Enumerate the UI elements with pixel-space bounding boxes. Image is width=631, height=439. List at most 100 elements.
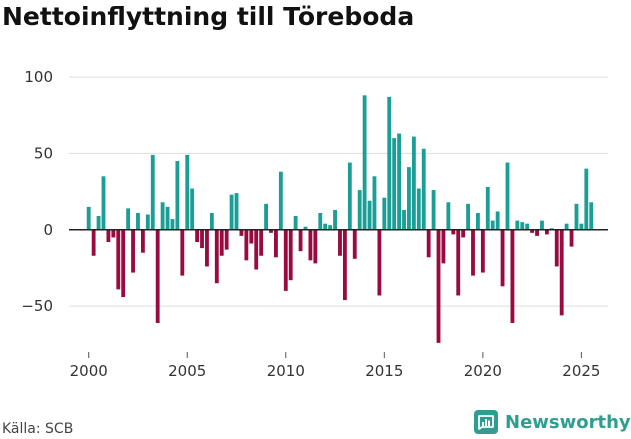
bar <box>205 229 209 267</box>
newsworthy-logo-icon <box>474 410 498 434</box>
chart-title: Nettoinflyttning till Töreboda <box>2 2 415 31</box>
bar <box>338 229 342 256</box>
bar <box>520 222 525 230</box>
bar <box>407 167 411 230</box>
bar <box>234 193 239 230</box>
bar <box>411 136 416 230</box>
bar <box>121 229 126 297</box>
bar-series <box>86 95 594 343</box>
bar <box>180 229 185 276</box>
bar <box>436 229 441 343</box>
bar <box>150 154 155 230</box>
bar <box>574 203 579 230</box>
bar <box>362 95 367 230</box>
x-tick-label: 2005 <box>168 362 206 380</box>
bar <box>515 220 520 230</box>
bar <box>259 229 264 256</box>
bar <box>490 220 495 230</box>
bar <box>283 229 288 291</box>
bar <box>367 200 372 230</box>
gridlines <box>69 76 608 307</box>
x-tick-label: 2015 <box>365 362 403 380</box>
bar <box>451 229 456 235</box>
y-tick-label: 0 <box>43 221 53 239</box>
bar <box>244 229 249 261</box>
bar <box>525 223 530 230</box>
bar <box>136 212 140 230</box>
bar <box>544 229 549 235</box>
bar <box>342 229 347 301</box>
bar <box>185 154 190 230</box>
x-axis: 2000 2005 2010 2015 2020 2025 <box>70 352 600 380</box>
brand-name: Newsworthy <box>505 411 631 433</box>
bar <box>318 212 323 230</box>
bar <box>278 171 283 230</box>
bar <box>402 209 406 230</box>
bar <box>357 190 362 230</box>
bar <box>170 219 175 230</box>
bar <box>540 220 544 230</box>
bar <box>106 229 111 242</box>
bar <box>160 202 165 230</box>
bar <box>298 229 303 252</box>
source-label: Källa: SCB <box>2 421 74 437</box>
x-tick-label: 2020 <box>464 362 502 380</box>
bar <box>397 133 402 230</box>
bar <box>288 229 293 281</box>
bar <box>377 229 382 296</box>
bar <box>219 229 224 256</box>
bar <box>480 229 485 273</box>
bar <box>229 194 234 230</box>
bar <box>96 216 101 230</box>
bar <box>323 223 328 230</box>
bar <box>293 216 298 230</box>
bar <box>214 229 219 284</box>
bar <box>579 223 584 230</box>
bar <box>530 229 535 233</box>
bar <box>584 168 589 230</box>
bar <box>426 229 431 258</box>
bar <box>165 206 170 230</box>
bar <box>308 229 313 261</box>
bar <box>200 229 204 249</box>
bar <box>352 229 357 259</box>
bar <box>476 212 480 230</box>
bar <box>387 96 392 230</box>
bar <box>569 229 574 247</box>
bar <box>431 190 436 230</box>
bar <box>333 209 337 230</box>
bar <box>485 187 490 230</box>
bar <box>254 229 259 270</box>
bar <box>505 162 510 230</box>
bar <box>116 229 121 290</box>
bar <box>209 212 214 230</box>
bar <box>471 229 475 276</box>
bar <box>510 229 515 323</box>
bar <box>421 148 426 230</box>
bar <box>446 202 451 230</box>
bar <box>554 229 559 267</box>
y-tick-label: 100 <box>24 68 53 86</box>
bar <box>347 162 352 230</box>
bar <box>495 211 500 230</box>
x-tick-label: 2010 <box>267 362 305 380</box>
bar <box>416 188 421 230</box>
y-tick-label: −50 <box>21 297 53 315</box>
bar <box>190 188 195 230</box>
bar <box>589 202 594 230</box>
bar <box>126 208 131 230</box>
bar <box>91 229 96 256</box>
bar <box>145 214 150 230</box>
bar <box>372 176 377 230</box>
x-tick-label: 2025 <box>562 362 600 380</box>
bar <box>264 203 268 230</box>
bar <box>86 206 91 230</box>
bar <box>274 229 278 258</box>
bar <box>224 229 229 250</box>
bar <box>175 161 180 230</box>
bar <box>303 226 308 230</box>
bar <box>382 197 387 230</box>
bar <box>461 229 466 238</box>
bar <box>441 229 446 264</box>
